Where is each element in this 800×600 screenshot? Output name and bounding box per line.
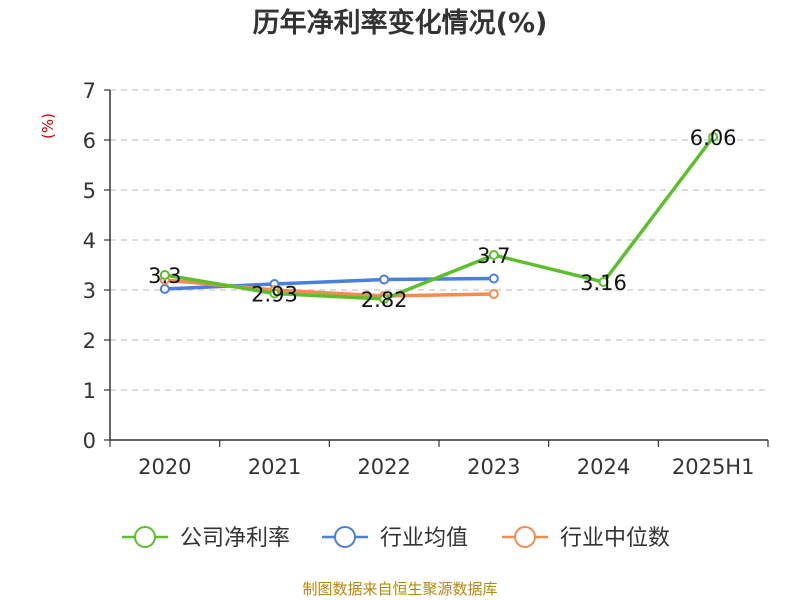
axes: 0 1 2 3 4 5 6 7 2020 2021 2022 2023 2024 2025H1: [83, 79, 769, 479]
x-tick-label: 2022: [357, 455, 410, 479]
data-point: [488, 250, 499, 260]
data-point: [379, 294, 390, 304]
y-tick-label: 7: [83, 79, 96, 103]
legend-marker: [514, 526, 536, 548]
grid: [110, 89, 768, 391]
data-label: 3.16: [580, 271, 627, 295]
data-label: 2.93: [251, 283, 298, 307]
legend-marker: [134, 526, 156, 548]
data-label: 3.7: [477, 244, 510, 268]
legend[interactable]: 公司净利率 行业均值 行业中位数: [122, 526, 670, 551]
y-tick-label: 4: [83, 229, 96, 253]
data-point: [708, 132, 719, 142]
y-axis-label: (%): [39, 113, 57, 139]
chart-title: 历年净利率变化情况(%): [253, 7, 548, 39]
data-point: [488, 289, 499, 299]
y-tick-label: 2: [83, 329, 96, 353]
data-point: [159, 270, 170, 280]
y-tick-label: 6: [83, 129, 96, 153]
legend-label: 行业均值: [380, 526, 468, 551]
y-tick-label: 5: [83, 179, 96, 203]
legend-item[interactable]: 行业中位数: [502, 526, 670, 551]
legend-item[interactable]: 公司净利率: [122, 526, 290, 551]
legend-item[interactable]: 行业均值: [322, 526, 468, 551]
legend-label: 行业中位数: [560, 526, 670, 551]
series-group: [159, 132, 719, 304]
source-note: 制图数据来自恒生聚源数据库: [302, 580, 497, 598]
y-tick-label: 3: [83, 279, 96, 303]
y-tick-label: 1: [83, 379, 96, 403]
legend-label: 公司净利率: [180, 526, 290, 551]
legend-marker: [334, 526, 356, 548]
x-tick-label: 2024: [577, 455, 630, 479]
data-point: [598, 277, 609, 287]
data-label: 6.06: [690, 126, 737, 150]
x-tick-label: 2023: [467, 455, 520, 479]
data-label: 3.3: [148, 264, 181, 288]
x-tick-label: 2021: [248, 455, 301, 479]
data-point: [269, 288, 280, 299]
data-point: [488, 273, 499, 284]
data-labels: 3.3 2.93 2.82 3.7 3.16 6.06: [148, 126, 736, 312]
y-tick-label: 0: [83, 429, 96, 453]
x-tick-label: 2020: [138, 455, 191, 479]
series-line: [163, 135, 715, 301]
data-point: [379, 274, 390, 285]
x-tick-label: 2025H1: [672, 455, 755, 479]
data-label: 2.82: [361, 288, 408, 312]
